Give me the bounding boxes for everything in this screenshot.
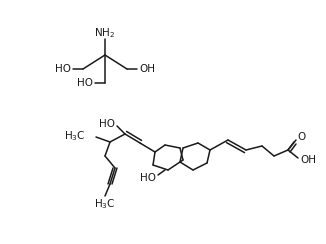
Text: HO: HO <box>55 64 71 74</box>
Text: H$_3$C: H$_3$C <box>65 129 86 143</box>
Text: O: O <box>298 132 306 142</box>
Text: NH$_2$: NH$_2$ <box>95 26 116 40</box>
Text: OH: OH <box>139 64 155 74</box>
Text: HO: HO <box>99 119 115 129</box>
Text: HO: HO <box>77 78 93 88</box>
Text: OH: OH <box>300 155 316 165</box>
Text: H$_3$C: H$_3$C <box>94 197 116 211</box>
Text: HO: HO <box>140 173 156 183</box>
